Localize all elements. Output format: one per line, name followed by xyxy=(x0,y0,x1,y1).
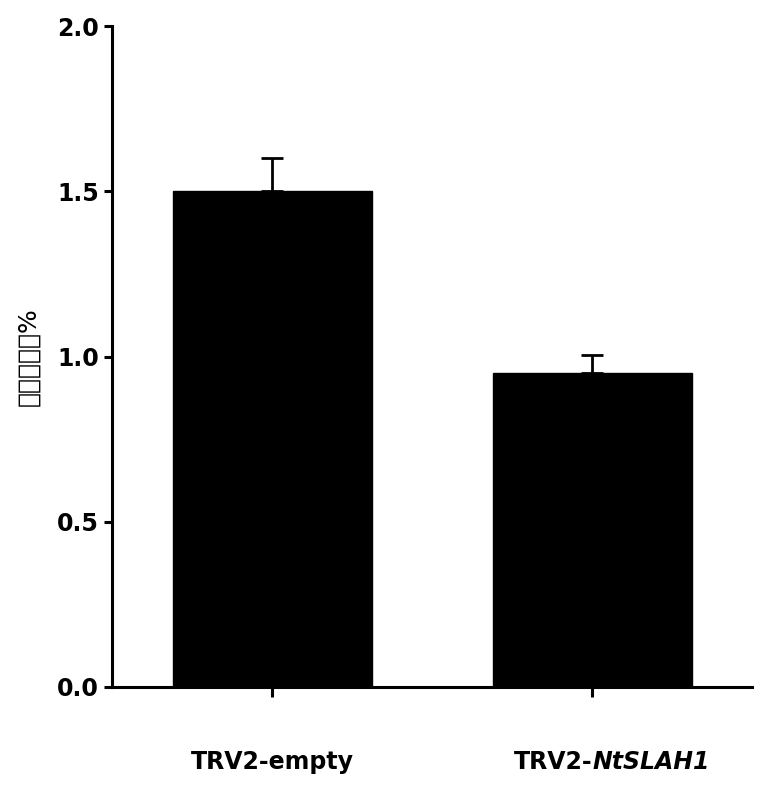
Y-axis label: 氯离子含量%: 氯离子含量% xyxy=(17,307,41,406)
Bar xyxy=(173,192,371,687)
Text: NtSLAH1: NtSLAH1 xyxy=(592,750,710,774)
Text: TRV2-empty: TRV2-empty xyxy=(191,750,354,774)
Bar xyxy=(493,373,691,687)
Text: TRV2-: TRV2- xyxy=(514,750,592,774)
